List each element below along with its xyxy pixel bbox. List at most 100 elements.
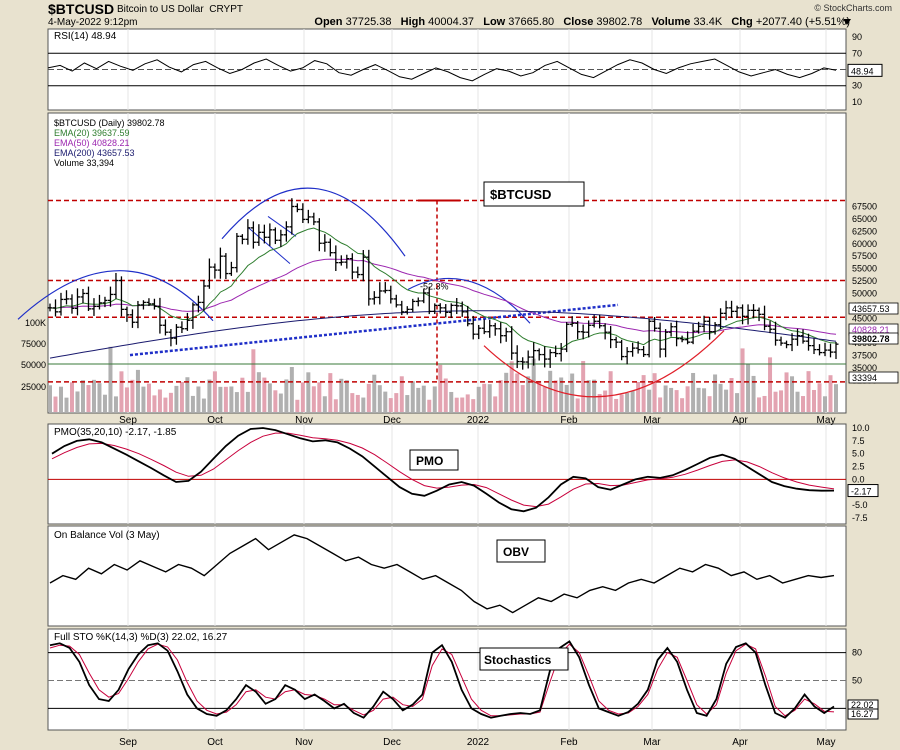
volume-bar <box>163 397 168 412</box>
pmo-last-label: -2.17 <box>851 487 872 497</box>
volume-bar <box>812 389 817 412</box>
volume-bar <box>581 360 586 412</box>
volume-bar <box>53 396 58 412</box>
sto-title-box <box>479 647 569 671</box>
volume-bar <box>471 399 476 412</box>
volume-bar <box>75 391 80 412</box>
volume-bar <box>482 383 487 412</box>
price-panel <box>47 112 847 414</box>
volume-bar <box>476 386 481 412</box>
volume-bar <box>146 383 151 412</box>
volume-bar <box>465 394 470 412</box>
volume-bar <box>834 384 838 412</box>
volume-bar <box>113 396 118 412</box>
volume-bar <box>526 376 531 412</box>
volume-bar <box>223 386 228 412</box>
rsi-line <box>47 58 837 82</box>
pmo-tick: 0.0 <box>852 474 865 484</box>
volume-tick: 50000 <box>21 360 46 370</box>
volume-bar <box>251 349 256 412</box>
volume-bar <box>86 385 91 412</box>
flag-line-top <box>247 226 291 265</box>
chart-header: $BTCUSD Bitcoin to US Dollar CRYPT 4-May… <box>0 0 900 28</box>
price-right-box <box>848 371 899 384</box>
volume-bar <box>333 399 338 412</box>
pmo-tick: -5.0 <box>852 500 868 510</box>
x-label-mid: May <box>817 415 836 426</box>
left-shoulder-arc <box>17 270 214 322</box>
collapse-arrow-icon <box>843 19 851 25</box>
volume-bar <box>498 380 503 412</box>
volume-bar <box>570 373 575 412</box>
volume-bar <box>69 382 74 412</box>
x-label-bottom: Sep <box>119 737 137 748</box>
volume-bar <box>768 357 773 412</box>
volume-bar <box>152 395 157 412</box>
volume-bar <box>130 379 135 412</box>
volume-bar <box>603 390 608 412</box>
volume-bar <box>317 382 322 412</box>
volume-bar <box>790 376 795 412</box>
volume-bar <box>91 379 96 412</box>
volume-bar <box>691 372 696 412</box>
price-tick: 62500 <box>852 226 877 236</box>
price-right-label: 33394 <box>852 373 877 383</box>
volume-bar <box>680 398 685 412</box>
price-legend-1: EMA(20) 39637.59 <box>54 128 130 138</box>
volume-bar <box>141 386 146 412</box>
volume-bar <box>608 371 613 412</box>
x-label-bottom: Mar <box>643 737 661 748</box>
rsi-tick: 10 <box>852 97 862 107</box>
volume-bar <box>707 396 712 412</box>
volume-bar <box>740 348 745 412</box>
volume-bar <box>630 390 635 412</box>
volume-bar <box>300 382 305 412</box>
volume-bar <box>548 370 553 412</box>
price-right-label: 43657.53 <box>852 304 890 314</box>
volume-bar <box>306 372 311 412</box>
volume-bar <box>520 385 525 412</box>
pmo-tick: 5.0 <box>852 449 865 459</box>
neckline-trendline <box>129 303 619 357</box>
rsi-last-label: 48.94 <box>851 66 874 76</box>
rsi-tick: 70 <box>852 48 862 58</box>
pmo-tick: 7.5 <box>852 436 865 446</box>
price-title: $BTCUSD <box>490 187 551 202</box>
volume-bar <box>289 366 294 412</box>
x-label-mid: Apr <box>732 415 748 426</box>
volume-bar <box>487 384 492 412</box>
volume-bar <box>383 391 388 412</box>
pmo-tick: 10.0 <box>852 423 870 433</box>
volume-bar <box>575 398 580 412</box>
volume-bar <box>625 393 630 412</box>
volume-bar <box>641 375 646 412</box>
volume-bar <box>702 388 707 412</box>
price-tick: 65000 <box>852 214 877 224</box>
volume-bar <box>119 371 124 412</box>
x-label-mid: 2022 <box>467 415 490 426</box>
x-label-bottom: May <box>817 737 836 748</box>
head-arc <box>221 187 406 257</box>
right-shoulder-arc <box>407 277 531 324</box>
volume-bar <box>674 390 679 412</box>
volume-bar <box>168 392 173 412</box>
pmo-tick: -7.5 <box>852 513 868 523</box>
volume-tick: 75000 <box>21 339 46 349</box>
volume-bar <box>597 393 602 412</box>
sto-last-label: 16.27 <box>851 709 874 719</box>
volume-bars <box>48 346 838 412</box>
price-legend-2: EMA(50) 40828.21 <box>54 138 130 148</box>
sto-tick: 80 <box>852 648 862 658</box>
volume-bar <box>801 396 806 412</box>
volume-bar <box>179 381 184 412</box>
volume-bar <box>190 395 195 412</box>
obv-line <box>49 534 835 614</box>
volume-bar <box>295 399 300 412</box>
pmo-tick: 2.5 <box>852 462 865 472</box>
x-label-bottom: Dec <box>383 737 401 748</box>
volume-bar <box>806 371 811 412</box>
sto-last-label: 22.02 <box>851 700 874 710</box>
decline-callout: -52.3% <box>420 281 449 291</box>
pmo-last-box <box>847 484 879 498</box>
